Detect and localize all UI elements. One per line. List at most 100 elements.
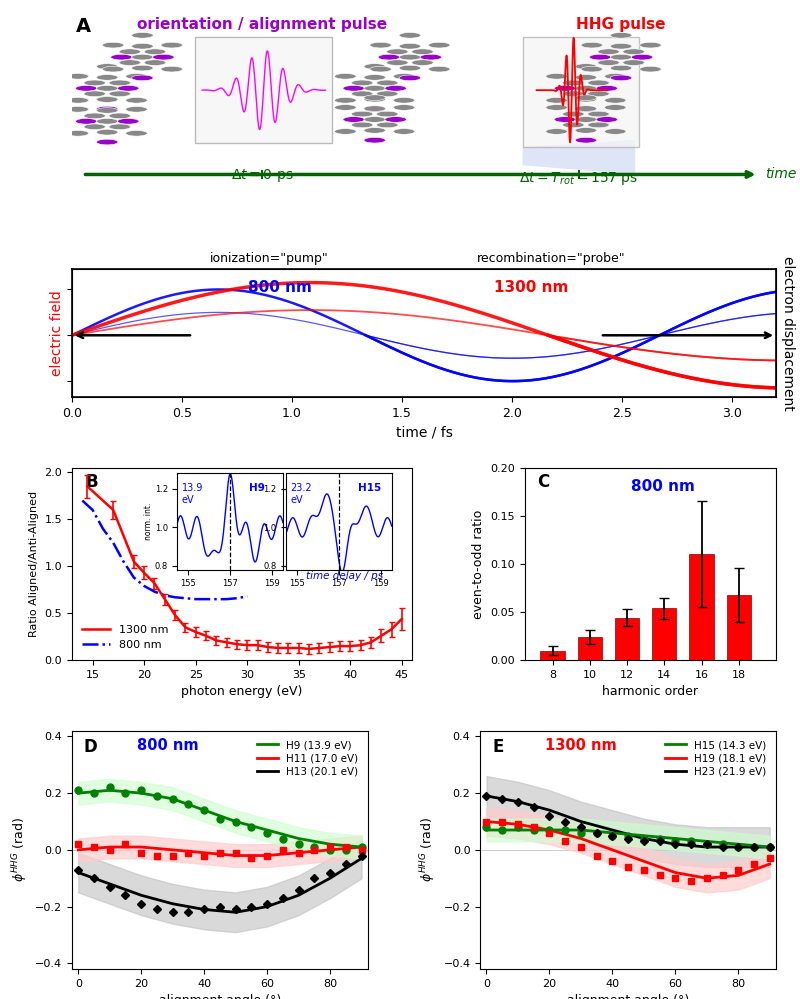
Circle shape (119, 49, 141, 55)
Circle shape (109, 124, 130, 130)
Circle shape (75, 86, 97, 91)
Circle shape (343, 117, 365, 122)
Circle shape (394, 129, 415, 134)
Circle shape (412, 49, 434, 55)
Y-axis label: electric field: electric field (50, 290, 64, 376)
Legend: 1300 nm, 800 nm: 1300 nm, 800 nm (78, 620, 173, 654)
Circle shape (334, 105, 356, 110)
Circle shape (631, 54, 653, 60)
Circle shape (97, 119, 118, 124)
Circle shape (562, 122, 584, 128)
Circle shape (640, 42, 662, 48)
Circle shape (132, 33, 153, 38)
Circle shape (385, 117, 406, 122)
Text: $\Delta t = 0$ ps: $\Delta t = 0$ ps (231, 167, 294, 184)
Circle shape (84, 91, 106, 97)
Circle shape (377, 122, 398, 128)
Circle shape (562, 80, 584, 86)
Circle shape (67, 131, 89, 136)
Bar (195, 37, 333, 143)
Circle shape (562, 91, 584, 97)
Circle shape (351, 80, 373, 86)
Circle shape (102, 66, 124, 72)
Circle shape (84, 113, 106, 119)
Circle shape (575, 64, 597, 69)
Text: B: B (86, 474, 98, 492)
Circle shape (562, 111, 584, 117)
Circle shape (102, 42, 124, 48)
Circle shape (144, 49, 166, 55)
Circle shape (377, 80, 398, 86)
Circle shape (598, 49, 619, 55)
Legend: H15 (14.3 eV), H19 (18.1 eV), H23 (21.9 eV): H15 (14.3 eV), H19 (18.1 eV), H23 (21.9 … (661, 736, 770, 780)
Text: time: time (766, 168, 797, 182)
Circle shape (370, 66, 391, 72)
Circle shape (67, 98, 89, 103)
Circle shape (588, 91, 610, 97)
X-axis label: photon energy (eV): photon energy (eV) (182, 685, 302, 698)
Circle shape (67, 107, 89, 112)
Circle shape (364, 106, 386, 111)
Circle shape (596, 117, 618, 122)
Legend: H9 (13.9 eV), H11 (17.0 eV), H13 (20.1 eV): H9 (13.9 eV), H11 (17.0 eV), H13 (20.1 e… (253, 736, 362, 780)
Circle shape (118, 119, 139, 124)
Circle shape (364, 106, 386, 112)
Circle shape (334, 98, 356, 103)
Circle shape (364, 128, 386, 133)
X-axis label: alignment angle (°): alignment angle (°) (158, 994, 281, 999)
Text: C: C (537, 474, 550, 492)
Bar (522, 37, 638, 147)
Circle shape (399, 43, 421, 49)
Circle shape (546, 98, 567, 103)
Circle shape (575, 97, 597, 102)
Circle shape (605, 105, 626, 110)
Circle shape (334, 74, 356, 79)
Circle shape (97, 86, 118, 91)
Circle shape (97, 97, 118, 102)
Circle shape (588, 80, 610, 86)
Circle shape (97, 106, 118, 112)
Circle shape (640, 66, 662, 72)
Circle shape (575, 128, 597, 133)
Text: HHG pulse: HHG pulse (576, 17, 666, 32)
Circle shape (97, 130, 118, 135)
Circle shape (588, 122, 610, 128)
Bar (726, 594, 751, 660)
Y-axis label: electron displacement: electron displacement (782, 256, 795, 411)
Circle shape (605, 98, 626, 103)
Circle shape (399, 75, 421, 81)
Circle shape (546, 74, 567, 79)
Circle shape (394, 98, 415, 103)
Circle shape (370, 42, 391, 48)
Circle shape (351, 122, 373, 128)
Circle shape (575, 75, 597, 80)
Text: 1300 nm: 1300 nm (494, 280, 569, 295)
Circle shape (399, 33, 421, 38)
Bar (690, 554, 714, 660)
Circle shape (575, 86, 597, 91)
Circle shape (623, 60, 645, 65)
Circle shape (610, 65, 632, 71)
Circle shape (377, 111, 398, 117)
Text: E: E (492, 738, 503, 756)
Circle shape (581, 66, 602, 72)
Circle shape (97, 64, 118, 69)
Text: D: D (84, 738, 98, 756)
Circle shape (118, 86, 139, 91)
Circle shape (144, 60, 166, 65)
Circle shape (351, 91, 373, 97)
Circle shape (97, 108, 118, 113)
Circle shape (84, 80, 106, 86)
Circle shape (377, 91, 398, 97)
Circle shape (84, 124, 106, 130)
Circle shape (590, 54, 611, 60)
Text: ionization="pump": ionization="pump" (210, 253, 329, 266)
Circle shape (429, 66, 450, 72)
Circle shape (153, 54, 174, 60)
Bar (578, 637, 602, 660)
Circle shape (161, 42, 182, 48)
Bar (541, 650, 565, 660)
Circle shape (109, 113, 130, 119)
Circle shape (546, 129, 567, 134)
Circle shape (378, 54, 400, 60)
